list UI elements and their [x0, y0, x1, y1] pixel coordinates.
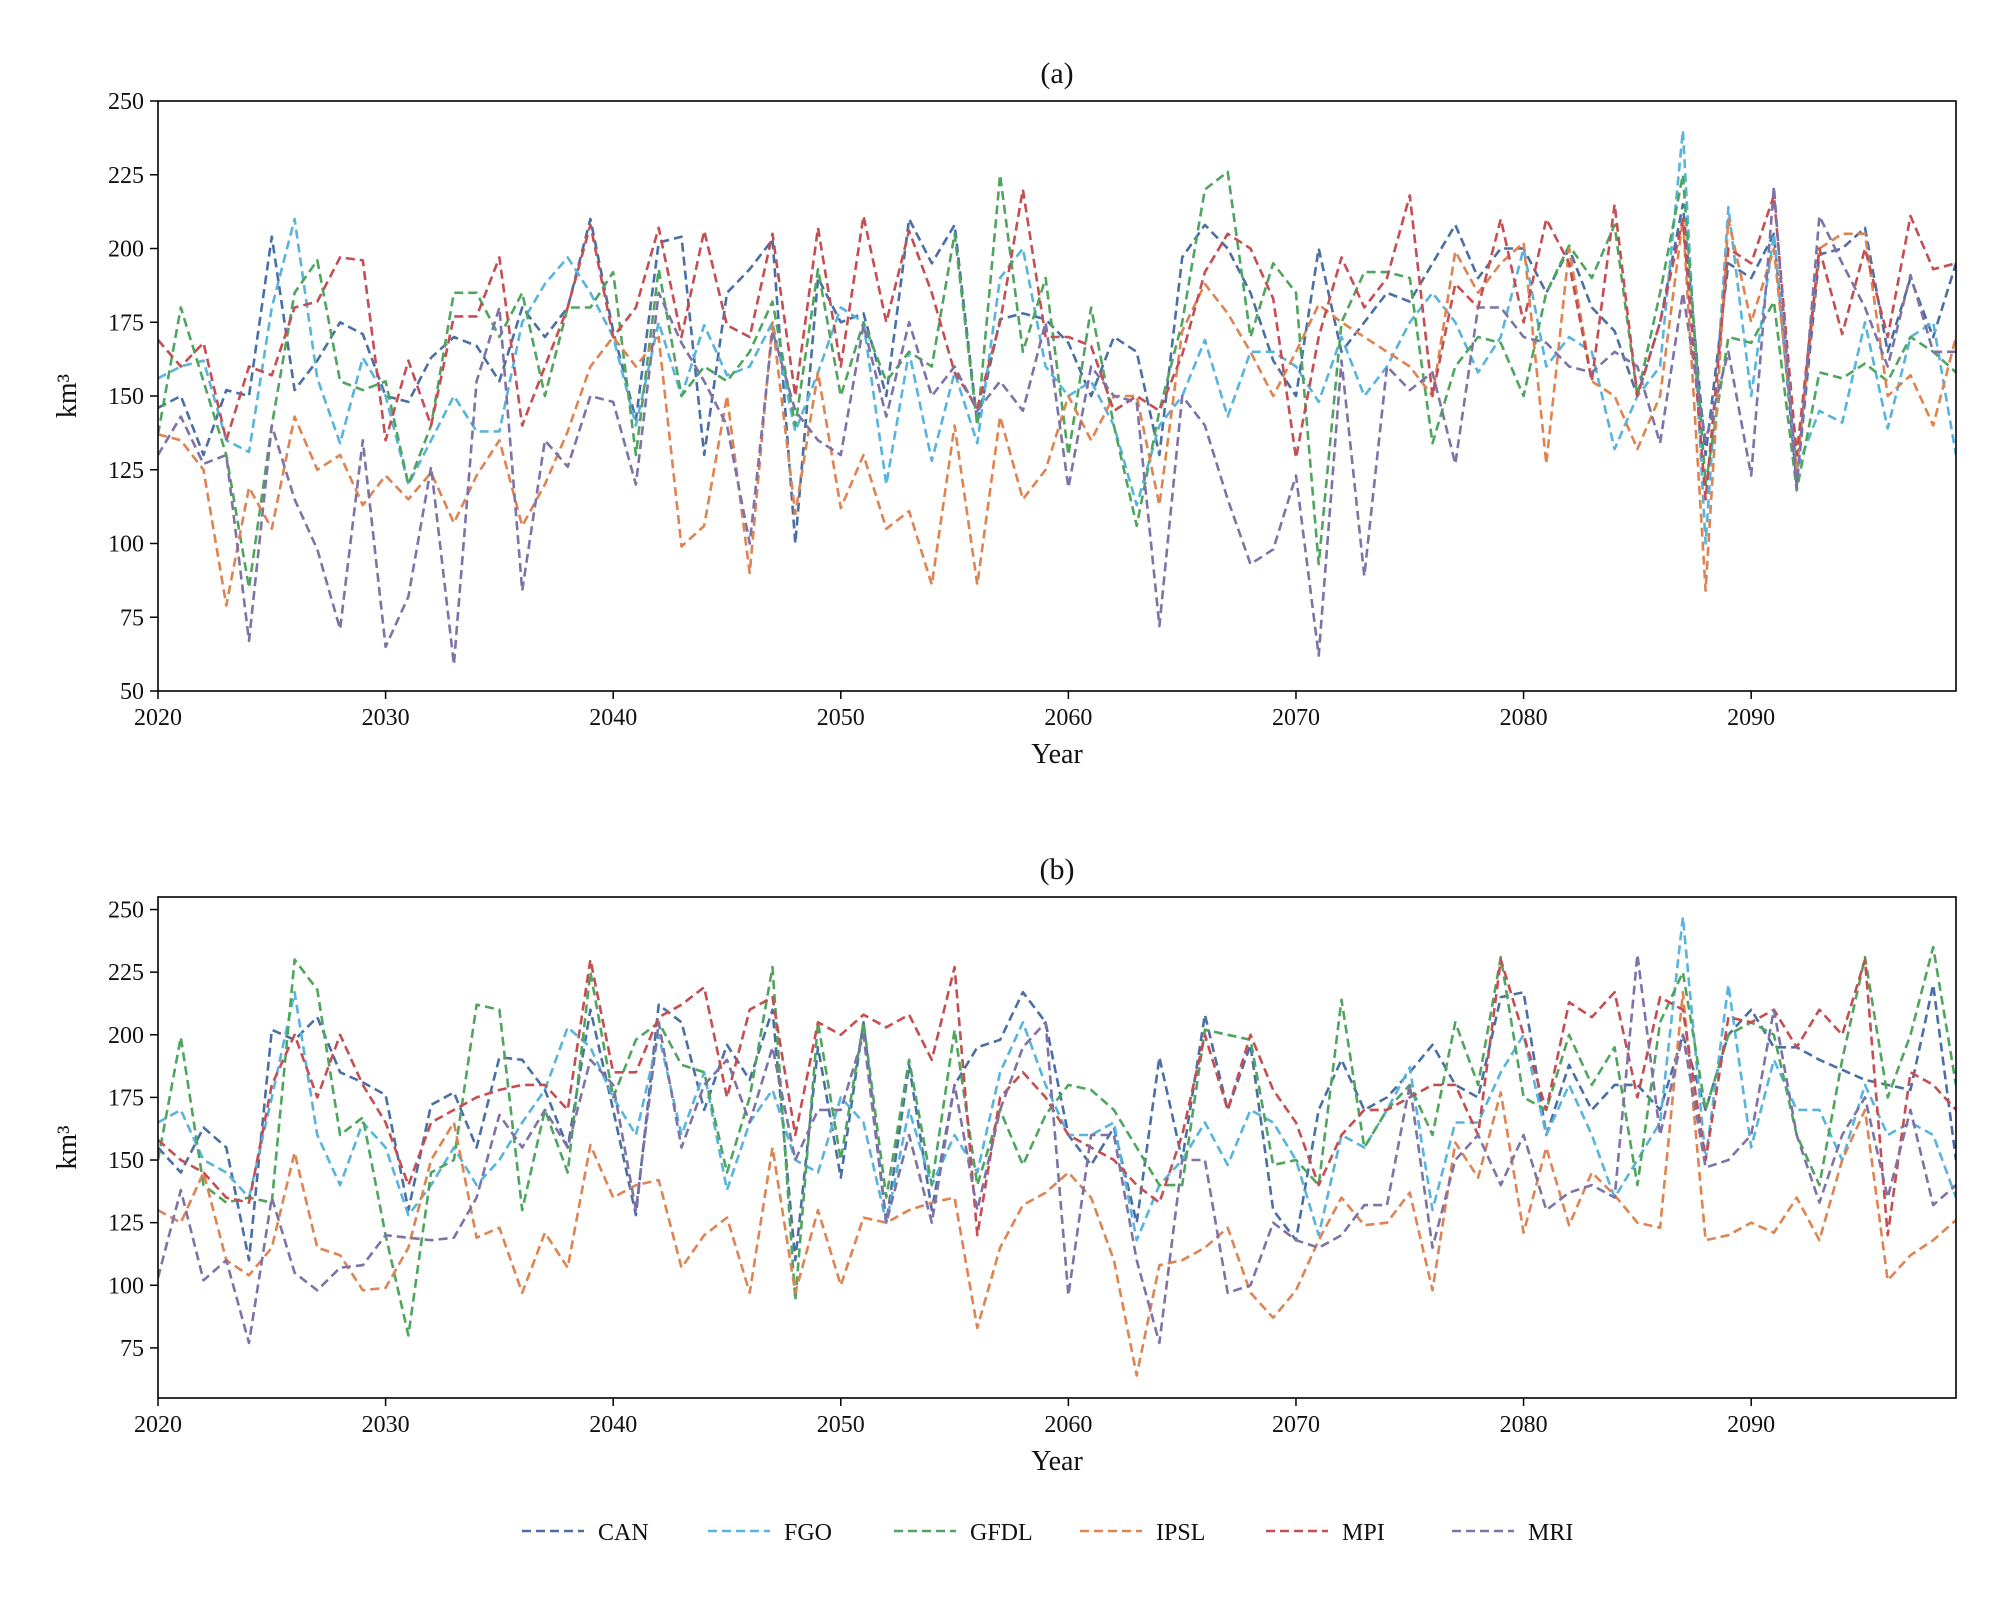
legend-label-mpi: MPI [1342, 1520, 1385, 1546]
x-tick-label: 2050 [817, 1412, 865, 1438]
series-line-fgo [158, 915, 1956, 1242]
x-tick-label: 2040 [589, 1412, 637, 1438]
y-tick-label: 175 [108, 1085, 144, 1111]
y-tick-label: 200 [108, 1023, 144, 1049]
series-line-can [158, 203, 1956, 545]
x-tick-label: 2080 [1500, 1412, 1548, 1438]
y-tick-label: 50 [120, 679, 144, 705]
y-tick-label: 150 [108, 384, 144, 410]
series-line-mri [158, 185, 1956, 666]
panel-b: (b) 2020 2030 2040 2050 2060 2070 2080 2090 75 100… [52, 853, 1957, 1477]
series-line-ipsl [158, 217, 1956, 607]
x-tick-label: 2040 [589, 705, 637, 731]
legend: CAN FGO GFDL IPSL MPI MRI [522, 1520, 1573, 1546]
legend-label-gfdl: GFDL [970, 1520, 1033, 1546]
x-tick-label: 2080 [1500, 705, 1548, 731]
series-group [158, 915, 1956, 1377]
panel-a: (a) 2020 2030 2040 2050 2060 2070 2080 2090 50 75 1… [52, 57, 1957, 770]
y-tick-label: 100 [108, 532, 144, 558]
y-tick-label: 250 [108, 898, 144, 924]
y-tick-label: 100 [108, 1273, 144, 1299]
panel-title: (a) [1040, 57, 1073, 90]
y-tick-label: 125 [108, 458, 144, 484]
legend-label-mri: MRI [1528, 1520, 1573, 1546]
series-line-gfdl [158, 945, 1956, 1337]
y-tick-label: 175 [108, 310, 144, 336]
x-tick-label: 2020 [134, 705, 182, 731]
y-tick-label: 225 [108, 960, 144, 986]
series-line-ipsl [158, 990, 1956, 1377]
series-line-mpi [158, 958, 1956, 1237]
y-tick-label: 200 [108, 237, 144, 263]
plot-frame [157, 896, 1957, 1399]
legend-label-can: CAN [598, 1520, 649, 1546]
x-tick-label: 2090 [1727, 705, 1775, 731]
x-tick-label: 2030 [362, 1412, 410, 1438]
y-tick-label: 250 [108, 89, 144, 115]
legend-label-fgo: FGO [784, 1520, 832, 1546]
series-line-mri [158, 953, 1956, 1345]
panel-title: (b) [1040, 853, 1075, 886]
x-axis-title: Year [1031, 739, 1083, 770]
y-axis-title: km³ [52, 374, 83, 418]
y-axis-title: km³ [52, 1125, 83, 1169]
x-tick-label: 2090 [1727, 1412, 1775, 1438]
x-tick-label: 2070 [1272, 1412, 1320, 1438]
x-tick-label: 2050 [817, 705, 865, 731]
x-tick-label: 2030 [362, 705, 410, 731]
x-axis-title: Year [1031, 1446, 1083, 1477]
y-tick-label: 150 [108, 1148, 144, 1174]
series-line-fgo [158, 129, 1956, 545]
series-line-mpi [158, 188, 1956, 501]
legend-label-ipsl: IPSL [1156, 1520, 1205, 1546]
x-tick-label: 2020 [134, 1412, 182, 1438]
x-tick-label: 2070 [1272, 705, 1320, 731]
y-tick-label: 75 [120, 605, 144, 631]
series-line-gfdl [158, 170, 1956, 590]
x-tick-label: 2060 [1044, 1412, 1092, 1438]
series-line-can [158, 983, 1956, 1262]
series-group [158, 129, 1956, 666]
y-tick-label: 225 [108, 163, 144, 189]
y-tick-label: 75 [120, 1336, 144, 1362]
x-tick-label: 2060 [1044, 705, 1092, 731]
y-tick-label: 125 [108, 1211, 144, 1237]
